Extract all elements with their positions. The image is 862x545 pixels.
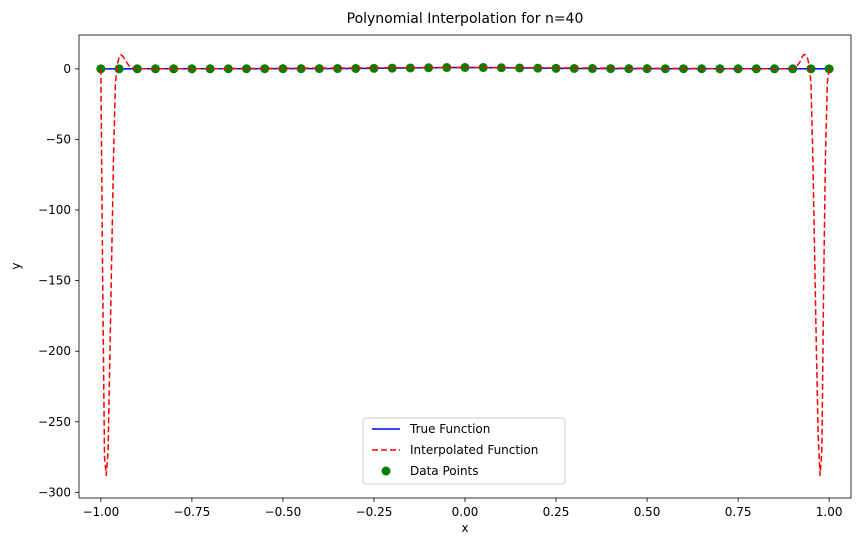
chart-title: Polynomial Interpolation for n=40 (347, 11, 584, 27)
data-point (296, 64, 306, 74)
legend-box (362, 417, 566, 485)
y-tick-label: −250 (38, 415, 71, 429)
x-tick-label: −0.75 (173, 505, 210, 519)
x-tick-label: 0.75 (725, 505, 752, 519)
data-point (460, 62, 470, 72)
x-tick-label: 1.00 (816, 505, 843, 519)
x-tick-label: −1.00 (82, 505, 119, 519)
y-tick-label: 0 (63, 62, 71, 76)
data-point (424, 63, 434, 73)
y-tick-label: −200 (38, 344, 71, 358)
data-point (405, 63, 415, 73)
data-point (442, 63, 452, 73)
x-tick-label: 0.00 (452, 505, 479, 519)
data-point (278, 64, 288, 74)
data-point (806, 64, 816, 74)
x-tick-label: −0.50 (265, 505, 302, 519)
x-tick-label: 0.25 (543, 505, 570, 519)
data-point (824, 64, 834, 74)
data-point (242, 64, 252, 74)
x-axis-label: x (461, 521, 468, 535)
legend-true-function-label: True Function (409, 422, 490, 436)
data-point (369, 63, 379, 73)
y-tick-label: −50 (46, 132, 71, 146)
legend-interpolated-function-label: Interpolated Function (410, 443, 538, 457)
legend: True Function Interpolated Function Data… (362, 417, 566, 485)
axis-ticks: −1.00 −0.75 −0.50 −0.25 0.00 0.25 0.50 0.75 1.00… (38, 62, 842, 519)
y-tick-label: −300 (38, 485, 71, 499)
x-tick-label: −0.25 (356, 505, 393, 519)
y-tick-label: −150 (38, 274, 71, 288)
y-tick-label: −100 (38, 203, 71, 217)
legend-data-points-label: Data Points (410, 464, 479, 478)
data-point (387, 63, 397, 73)
x-tick-label: 0.50 (634, 505, 661, 519)
y-axis-label: y (9, 262, 23, 269)
plot-area (96, 54, 834, 477)
data-point (314, 64, 324, 74)
data-point (260, 64, 270, 74)
data-point (351, 63, 361, 73)
data-point (333, 64, 343, 74)
legend-data-points-swatch (381, 466, 391, 476)
data-point (223, 64, 233, 74)
